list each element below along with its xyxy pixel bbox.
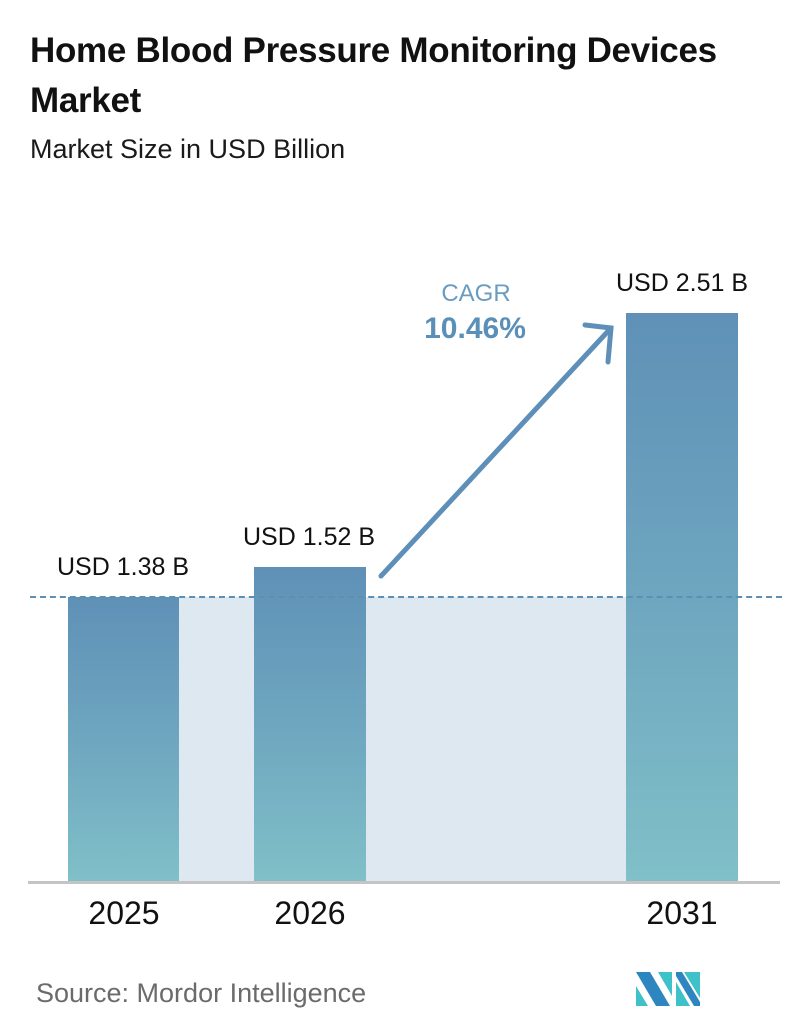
chart-title: Home Blood Pressure Monitoring Devices M…: [30, 31, 717, 120]
chart-subtitle: Market Size in USD Billion: [30, 134, 346, 164]
x-label-2025: 2025: [88, 895, 160, 931]
x-label-2031: 2031: [646, 895, 718, 931]
x-label-2026: 2026: [274, 895, 346, 931]
bar-2025: [68, 597, 179, 882]
reference-dashed-line: [30, 596, 782, 598]
mordor-intelligence-logo-icon: [636, 972, 700, 1006]
bar-2026: [254, 567, 366, 882]
value-label-2031: USD 2.51 B: [615, 269, 748, 297]
x-axis-line: [28, 881, 780, 884]
cagr-label: CAGR: [441, 280, 511, 307]
value-label-2025: USD 1.38 B: [56, 553, 189, 581]
value-label-2026: USD 1.52 B: [242, 523, 375, 551]
source-text: Source: Mordor Intelligence: [36, 978, 367, 1008]
cagr-value: 10.46%: [424, 312, 526, 345]
